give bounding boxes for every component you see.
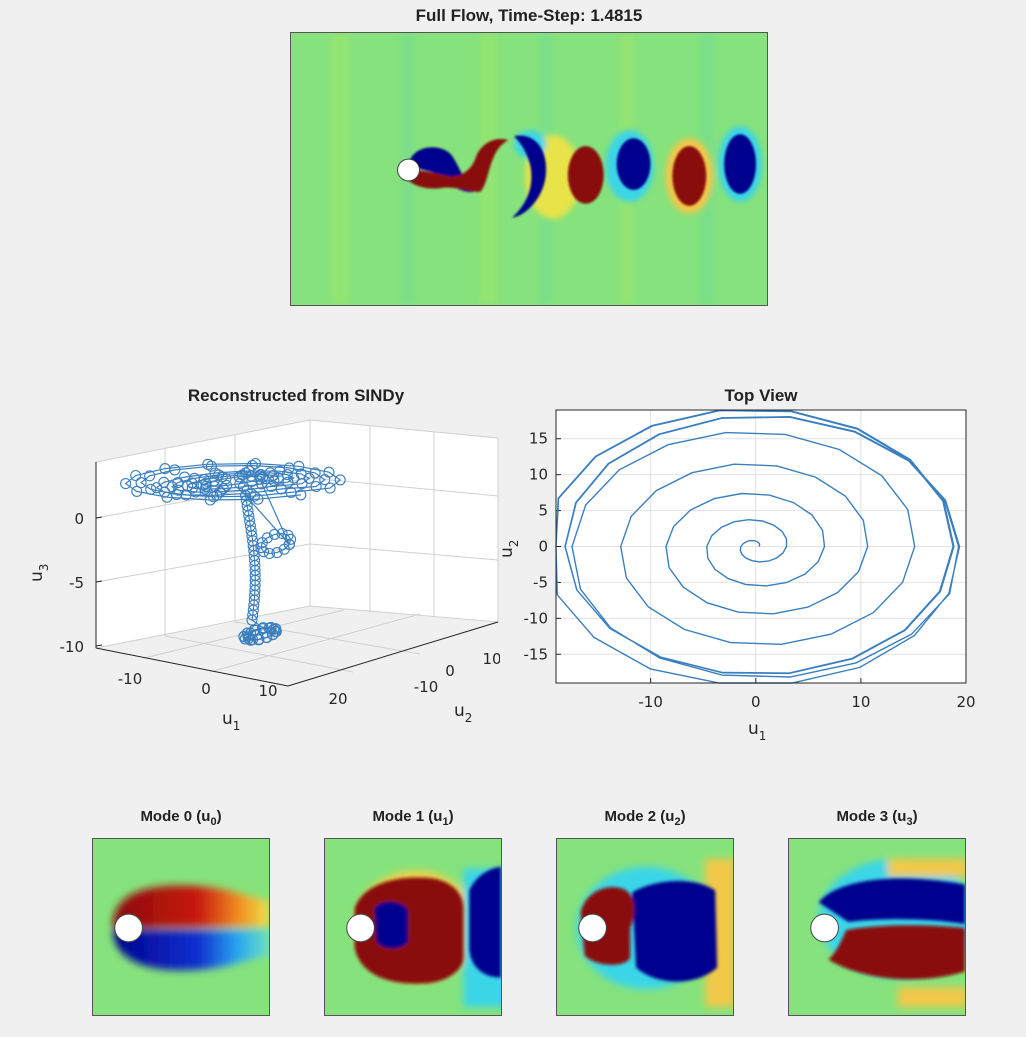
sindy-marker [267,469,280,481]
sindy-marker [293,460,305,472]
sindy-y-tick: -10 [414,678,439,696]
sindy-marker [252,493,264,505]
sindy-marker [309,467,321,479]
top-view-ylabel: u2 [497,540,521,558]
sindy-trajectory [120,457,346,646]
sindy-zlabel: u3 [27,564,51,582]
sindy-z-tick: -10 [60,638,85,656]
sindy-marker [135,477,147,489]
top-view-xlabel: u1 [748,719,766,743]
sindy-marker [265,621,277,634]
top-view-x-tick: -10 [638,693,663,711]
top-view-y-tick: -15 [524,645,549,663]
sindy-marker [248,490,260,502]
sindy-y-tick: 10 [482,650,500,668]
sindy-marker [254,470,266,482]
sindy-y-tick: 0 [445,662,455,680]
sindy-marker [209,467,221,479]
sindy-marker [283,538,295,550]
sindy-marker [295,468,307,480]
sindy-marker [179,471,191,483]
mode-3-field [788,838,966,1016]
sindy-x-tick: 20 [328,690,347,708]
top-view-y-tick: 10 [529,466,548,484]
mode-3-title: Mode 3 (u3) [836,808,918,828]
sindy-marker [221,479,233,491]
full-flow-title: Full Flow, Time-Step: 1.4815 [415,6,643,25]
sindy-z-tick: -5 [69,574,84,592]
sindy-marker [239,489,252,501]
sindy-marker [276,527,288,540]
sindy-marker [237,481,250,493]
mode-0-title: Mode 0 (u0) [140,808,222,828]
sindy-marker [334,474,346,486]
sindy-marker [295,489,307,501]
sindy-marker [274,465,286,477]
sindy-marker [256,537,268,549]
top-view-y-tick: -10 [524,609,549,627]
sindy-marker [159,463,171,475]
sindy-marker [241,627,253,639]
sindy-marker [120,478,132,490]
sindy-marker [282,476,294,488]
sindy-marker [159,486,171,498]
full-flow-field [290,32,768,306]
sindy-marker [310,480,322,493]
sindy-title: Reconstructed from SINDy [187,386,405,405]
sindy-marker [161,491,173,503]
sindy-marker [323,466,335,478]
sindy-x-tick: -10 [118,670,143,688]
mode-2-title: Mode 2 (u2) [604,808,686,828]
sindy-marker [233,471,245,483]
sindy-marker [130,469,142,482]
sindy-x-tick: 10 [258,682,277,700]
sindy-ylabel: u2 [454,701,472,725]
sindy-xlabel: u1 [222,709,240,733]
top-view-x-tick: 10 [851,693,870,711]
sindy-marker [258,546,270,558]
sindy-marker [282,529,294,541]
top-view-y-tick: 15 [529,430,548,448]
sindy-marker [245,634,257,646]
sindy-marker [144,470,156,482]
sindy-marker [253,634,265,646]
sindy-marker [270,623,282,635]
sindy-marker [281,469,293,481]
top-view-spiral-line [555,409,961,684]
sindy-marker [257,622,269,634]
mode-1-title: Mode 1 (u1) [372,808,454,828]
sindy-marker [172,477,184,489]
top-view-plot: -10 0 10 20 -15 -10 -5 0 5 10 15 u1 u2 [497,409,976,743]
sindy-marker [245,487,257,499]
sindy-marker [268,528,281,540]
top-view-x-tick: 20 [956,693,975,711]
sindy-3d-plot: 0 -5 -10 -10 0 10 20 -10 0 10 u1 u2 u3 [27,419,500,733]
top-view-title: Top View [724,386,798,405]
mode-0-field [92,838,270,1016]
sindy-marker [261,632,273,644]
sindy-marker [241,484,253,496]
sindy-marker [324,482,336,494]
sindy-marker [267,629,279,641]
sindy-marker [204,494,216,506]
sindy-marker [217,483,229,495]
sindy-marker [271,547,283,559]
sindy-marker [131,485,143,497]
sindy-marker [263,547,276,560]
mode-2-field [556,838,734,1016]
sindy-marker [249,457,262,470]
sindy-marker [243,465,255,477]
sindy-marker [239,633,251,645]
sindy-marker [202,458,214,470]
sindy-marker [145,483,157,495]
sindy-z-tick: 0 [74,510,84,528]
sindy-marker [208,491,220,503]
top-view-y-tick: 5 [538,502,548,520]
top-view-y-tick: -5 [533,573,548,591]
sindy-x-tick: 0 [201,680,211,698]
top-view-y-tick: 0 [538,538,548,556]
sindy-marker [275,483,287,495]
top-view-x-tick: 0 [751,693,761,711]
mode-1-field [324,838,502,1016]
